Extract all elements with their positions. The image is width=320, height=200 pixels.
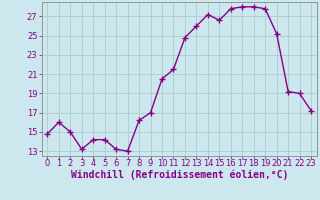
X-axis label: Windchill (Refroidissement éolien,°C): Windchill (Refroidissement éolien,°C) [70, 169, 288, 180]
